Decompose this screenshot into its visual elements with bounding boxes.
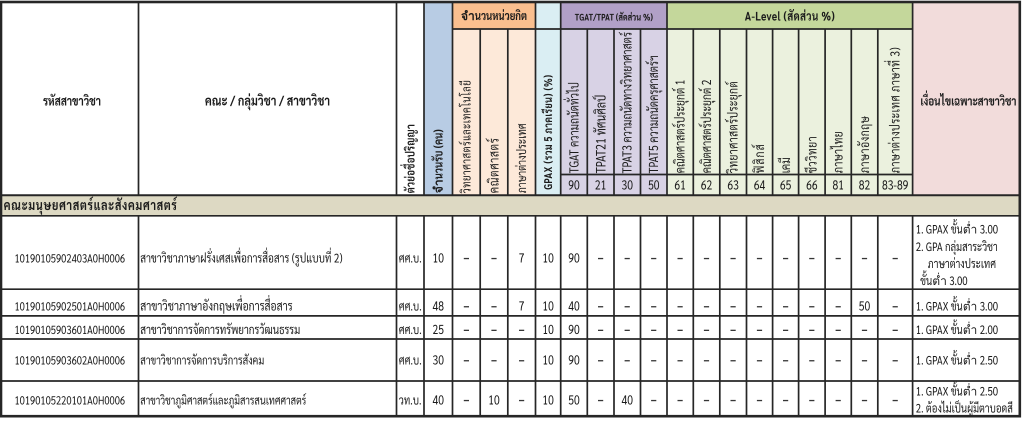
svg-text:1. GPAX ขั้นต่ำ 2.00: 1. GPAX ขั้นต่ำ 2.00	[916, 319, 998, 338]
svg-text:10190105903602A0H0006: 10190105903602A0H0006	[14, 352, 125, 368]
svg-text:1. GPAX ขั้นต่ำ 3.00: 1. GPAX ขั้นต่ำ 3.00	[916, 295, 998, 314]
svg-text:คณะ / กลุ่มวิชา / สาขาวิชา: คณะ / กลุ่มวิชา / สาขาวิชา	[205, 92, 330, 110]
svg-text:TPAT5 ความถนัดครุศาสตร์ฯ: TPAT5 ความถนัดครุศาสตร์ฯ	[645, 55, 663, 173]
svg-text:จำนวนรับ (คน): จำนวนรับ (คน)	[429, 129, 445, 194]
svg-text:10190105903601A0H0006: 10190105903601A0H0006	[14, 321, 125, 337]
svg-text:82: 82	[859, 177, 871, 194]
svg-text:ศศ.บ.: ศศ.บ.	[399, 298, 422, 314]
svg-text:ฟิสิกส์: ฟิสิกส์	[751, 144, 768, 173]
svg-text:ศศ.บ.: ศศ.บ.	[399, 352, 422, 368]
svg-text:21: 21	[595, 177, 606, 194]
svg-text:2. ต้องไม่เป็นผู้มีตาบอดสี: 2. ต้องไม่เป็นผู้มีตาบอดสี	[916, 400, 1013, 418]
svg-text:10: 10	[542, 249, 554, 266]
svg-text:TPAT21 ทัศนศิลป์: TPAT21 ทัศนศิลป์	[591, 95, 609, 174]
svg-text:90: 90	[568, 321, 580, 338]
svg-text:TPAT3 ความถนัดทางวิทยาศาสตร์: TPAT3 ความถนัดทางวิทยาศาสตร์	[619, 32, 636, 173]
svg-text:ภาษาอังกฤษ: ภาษาอังกฤษ	[856, 115, 873, 173]
svg-text:7: 7	[519, 298, 525, 315]
svg-text:ภาษาต่างประเทศ: ภาษาต่างประเทศ	[928, 255, 996, 271]
svg-text:40: 40	[621, 391, 633, 408]
svg-text:ศศ.บ.: ศศ.บ.	[399, 321, 422, 337]
svg-text:สาขาวิชาการจัดการบริการสังคม: สาขาวิชาการจัดการบริการสังคม	[140, 352, 264, 368]
svg-text:83-89: 83-89	[882, 177, 909, 194]
svg-text:10190105220101A0H0006: 10190105220101A0H0006	[14, 391, 125, 407]
svg-text:10190105902403A0H0006: 10190105902403A0H0006	[14, 249, 125, 265]
svg-text:ศศ.บ.: ศศ.บ.	[399, 249, 422, 265]
svg-text:61: 61	[674, 177, 685, 194]
svg-text:10190105902501A0H0006: 10190105902501A0H0006	[14, 298, 125, 314]
svg-text:30: 30	[432, 352, 444, 369]
svg-text:สาขาวิชาภาษาฝรั่งเศสเพื่อการสื: สาขาวิชาภาษาฝรั่งเศสเพื่อการสื่อสาร (รูป…	[140, 247, 342, 267]
svg-text:เคมี: เคมี	[777, 157, 794, 173]
svg-text:ชีววิทยา: ชีววิทยา	[803, 136, 820, 173]
svg-text:50: 50	[859, 298, 871, 315]
svg-text:40: 40	[432, 391, 444, 408]
svg-text:1. GPAX ขั้นต่ำ 2.50: 1. GPAX ขั้นต่ำ 2.50	[916, 349, 998, 368]
svg-text:62: 62	[701, 177, 713, 194]
svg-text:A-Level (สัดส่วน %): A-Level (สัดส่วน %)	[745, 8, 835, 24]
svg-text:คณิตศาสตร์ประยุกต์ 1: คณิตศาสตร์ประยุกต์ 1	[672, 79, 690, 173]
svg-text:1. GPAX ขั้นต่ำ 3.00: 1. GPAX ขั้นต่ำ 3.00	[916, 218, 998, 237]
svg-text:7: 7	[519, 249, 525, 266]
svg-text:63: 63	[727, 177, 739, 194]
svg-text:วิทยาศาสตร์และเทคโนโลยี: วิทยาศาสตร์และเทคโนโลยี	[458, 80, 474, 194]
svg-text:ตัวย่อชื่อปริญญา: ตัวย่อชื่อปริญญา	[399, 124, 418, 193]
svg-text:40: 40	[568, 298, 580, 315]
svg-text:10: 10	[542, 352, 554, 369]
svg-text:66: 66	[806, 177, 818, 194]
svg-text:10: 10	[488, 391, 500, 408]
svg-text:คณิตศาสตร์ประยุกต์ 2: คณิตศาสตร์ประยุกต์ 2	[698, 79, 716, 173]
svg-text:คณะมนุษยศาสตร์และสังคมศาสตร์: คณะมนุษยศาสตร์และสังคมศาสตร์	[4, 196, 178, 215]
svg-text:เงื่อนไขเฉพาะสาขาวิชา: เงื่อนไขเฉพาะสาขาวิชา	[920, 89, 1016, 108]
svg-text:ภาษาต่างประเทศ ภาษาที่ 3): ภาษาต่างประเทศ ภาษาที่ 3)	[884, 47, 904, 173]
svg-text:64: 64	[754, 177, 766, 194]
svg-text:81: 81	[832, 177, 843, 194]
svg-text:50: 50	[648, 177, 660, 194]
svg-text:10: 10	[542, 321, 554, 338]
svg-text:จำนวนหน่วยกิต: จำนวนหน่วยกิต	[461, 7, 527, 23]
svg-text:48: 48	[432, 298, 444, 315]
svg-text:ภาษาไทย: ภาษาไทย	[830, 131, 847, 173]
svg-text:GPAX (รวม 5 ภาคเรียน) (%): GPAX (รวม 5 ภาคเรียน) (%)	[540, 75, 555, 190]
svg-text:รหัสสาขาวิชา: รหัสสาขาวิชา	[43, 91, 101, 108]
svg-text:TGAT ความถนัดทั่วไป: TGAT ความถนัดทั่วไป	[563, 82, 583, 173]
svg-text:สาขาวิชาภูมิศาสตร์และภูมิสารสน: สาขาวิชาภูมิศาสตร์และภูมิสารสนเทศศาสตร์	[140, 392, 306, 408]
svg-text:สาขาวิชาภาษาอังกฤษเพื่อการสื่อ: สาขาวิชาภาษาอังกฤษเพื่อการสื่อสาร	[140, 295, 292, 315]
svg-text:10: 10	[432, 249, 444, 266]
svg-text:คณิตศาสตร์: คณิตศาสตร์	[486, 138, 503, 193]
svg-text:10: 10	[542, 391, 554, 408]
svg-text:30: 30	[621, 177, 633, 194]
svg-text:10: 10	[542, 298, 554, 315]
svg-text:65: 65	[780, 177, 792, 194]
svg-text:25: 25	[432, 321, 444, 338]
svg-text:1. GPAX ขั้นต่ำ 2.50: 1. GPAX ขั้นต่ำ 2.50	[916, 380, 998, 399]
svg-text:90: 90	[568, 249, 580, 266]
svg-text:ภาษาต่างประเทศ: ภาษาต่างประเทศ	[513, 123, 529, 193]
svg-text:TGAT/TPAT (สัดส่วน %): TGAT/TPAT (สัดส่วน %)	[575, 12, 654, 24]
svg-text:50: 50	[568, 391, 580, 408]
svg-text:90: 90	[568, 352, 580, 369]
svg-text:วท.บ.: วท.บ.	[399, 391, 422, 407]
svg-text:90: 90	[568, 177, 580, 194]
svg-text:วิทยาศาสตร์ประยุกต์: วิทยาศาสตร์ประยุกต์	[725, 81, 743, 174]
svg-text:2. GPA กลุ่มสาระวิชา: 2. GPA กลุ่มสาระวิชา	[916, 238, 998, 255]
svg-text:ขั้นต่ำ 3.00: ขั้นต่ำ 3.00	[920, 269, 967, 288]
svg-text:สาขาวิชาการจัดการทรัพยากรวัฒนธ: สาขาวิชาการจัดการทรัพยากรวัฒนธรรม	[140, 321, 300, 337]
